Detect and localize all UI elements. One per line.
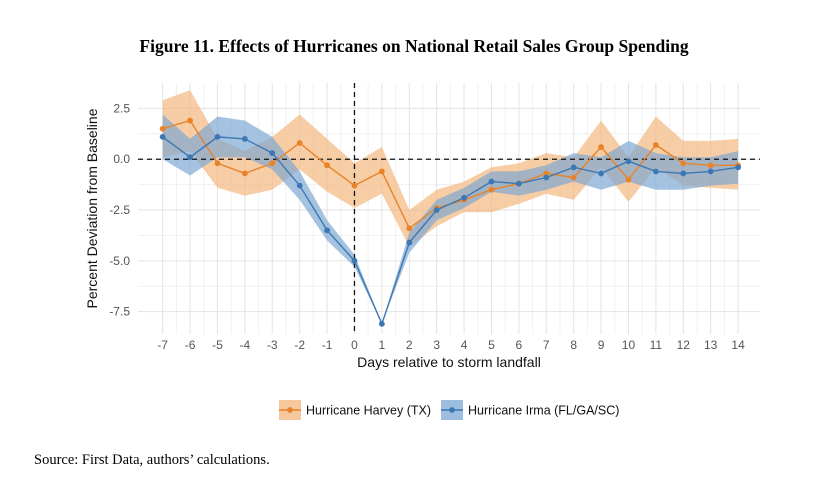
x-tick-label: -7: [157, 338, 168, 352]
data-point-1: [351, 257, 358, 264]
x-tick-label: 10: [622, 338, 636, 352]
x-tick-label: -3: [267, 338, 278, 352]
confidence-band-0: [162, 90, 739, 247]
data-point-0: [488, 186, 495, 193]
data-point-1: [488, 178, 495, 185]
x-tick-label: -1: [322, 338, 333, 352]
data-point-1: [735, 164, 741, 171]
data-point-1: [324, 227, 330, 234]
x-tick-label: -2: [294, 338, 305, 352]
legend-marker-0: [287, 407, 293, 413]
x-tick-label: 13: [704, 338, 718, 352]
data-point-1: [570, 164, 577, 171]
data-point-0: [378, 168, 385, 175]
series-points: [159, 117, 741, 327]
x-axis-label: Days relative to storm landfall: [357, 354, 541, 370]
y-tick-label: 2.5: [113, 101, 130, 115]
legend-marker-1: [449, 407, 455, 413]
x-tick-label: 3: [433, 338, 440, 352]
x-tick-label: -5: [212, 338, 223, 352]
data-point-1: [652, 168, 659, 175]
y-axis-label: Percent Deviation from Baseline: [84, 108, 100, 308]
data-point-1: [296, 182, 303, 189]
y-tick-label: 0.0: [113, 152, 130, 166]
x-tick-label: 7: [543, 338, 550, 352]
x-tick-label: 14: [731, 338, 745, 352]
data-point-1: [269, 150, 276, 157]
y-tick-label: -5.0: [109, 254, 130, 268]
data-point-0: [187, 117, 193, 124]
data-point-1: [543, 174, 550, 181]
data-point-1: [214, 133, 221, 140]
x-tick-label: 8: [570, 338, 577, 352]
data-point-1: [159, 133, 166, 140]
data-point-1: [378, 320, 385, 327]
data-point-0: [159, 125, 166, 132]
reference-lines: [138, 83, 760, 334]
x-tick-label: -6: [185, 338, 196, 352]
data-point-0: [707, 162, 714, 169]
data-point-0: [269, 160, 276, 167]
legend-label-1: Hurricane Irma (FL/GA/SC): [468, 404, 619, 418]
data-point-0: [680, 160, 687, 167]
confidence-bands: [162, 90, 739, 324]
y-tick-label: -7.5: [109, 305, 130, 319]
data-point-0: [598, 144, 604, 150]
data-point-0: [296, 140, 303, 146]
legend: Hurricane Harvey (TX) Hurricane Irma (FL/…: [279, 400, 619, 420]
data-point-0: [570, 174, 577, 181]
source-note: Source: First Data, authors’ calculation…: [34, 452, 270, 468]
data-point-1: [241, 135, 248, 142]
x-tick-label: 6: [516, 338, 523, 352]
confidence-band-1: [162, 114, 739, 324]
chart-title: Figure 11. Effects of Hurricanes on Nati…: [139, 36, 689, 56]
data-point-0: [351, 182, 358, 189]
y-tick-labels: 2.5 0.0 -2.5 -5.0 -7.5: [109, 101, 130, 318]
data-point-1: [433, 207, 440, 213]
data-point-1: [707, 168, 714, 175]
data-point-1: [187, 154, 193, 161]
data-point-0: [406, 225, 413, 232]
series-lines: [162, 119, 739, 326]
y-tick-label: -2.5: [109, 203, 130, 217]
data-point-0: [652, 142, 659, 148]
data-point-0: [625, 176, 632, 183]
x-tick-label: 9: [598, 338, 605, 352]
data-point-0: [543, 170, 550, 177]
x-tick-label: -4: [240, 338, 251, 352]
data-point-0: [214, 160, 221, 167]
legend-label-0: Hurricane Harvey (TX): [306, 404, 431, 418]
x-tick-label: 12: [677, 338, 691, 352]
data-point-0: [241, 170, 248, 177]
data-point-0: [324, 162, 330, 169]
x-tick-label: 1: [379, 338, 386, 352]
series-line-1: [162, 136, 739, 326]
x-tick-label: 11: [650, 338, 663, 352]
data-point-1: [406, 239, 413, 246]
x-tick-label: 5: [488, 338, 495, 352]
x-tick-label: 0: [351, 338, 358, 352]
x-tick-labels: -7 -6 -5 -4 -3 -2 -1 0 1 2 3 4 5 6 7 8 9 10 11 12 13 14: [157, 338, 745, 352]
data-point-1: [515, 180, 522, 187]
data-point-1: [680, 170, 687, 177]
data-point-1: [461, 194, 467, 201]
x-tick-label: 4: [461, 338, 468, 352]
x-tick-label: 2: [406, 338, 413, 352]
data-point-1: [598, 170, 604, 177]
data-point-1: [625, 158, 632, 165]
